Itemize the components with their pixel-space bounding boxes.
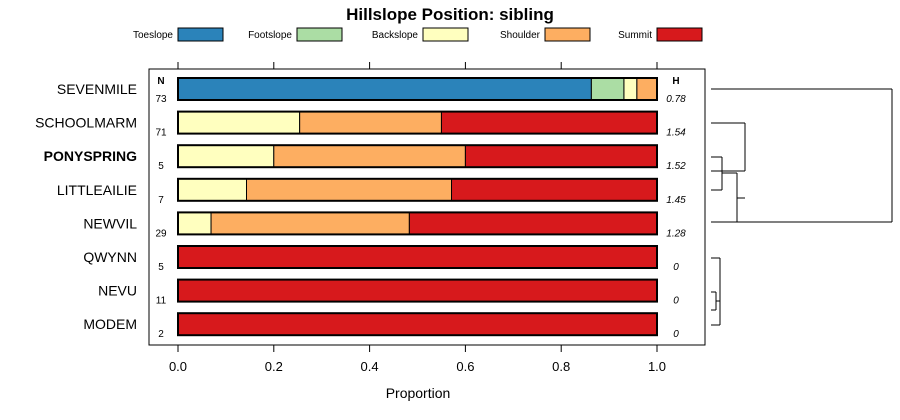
legend-swatch-backslope xyxy=(422,27,469,42)
category-label: PONYSPRING xyxy=(44,148,137,164)
x-tick-label: 0.8 xyxy=(552,359,570,374)
h-value: 1.52 xyxy=(666,161,686,172)
n-header: N xyxy=(157,76,164,87)
n-value: 2 xyxy=(158,329,164,340)
bar-outline xyxy=(177,110,658,135)
n-value: 71 xyxy=(155,128,167,139)
category-label: QWYNN xyxy=(83,249,137,265)
bar-segment-backslope xyxy=(177,178,247,202)
legend-label-footslope: Footslope xyxy=(248,30,292,41)
x-tick-label: 0.6 xyxy=(456,359,474,374)
n-value: 11 xyxy=(156,296,167,307)
bar-segment-backslope xyxy=(177,111,301,135)
plot-frame xyxy=(148,68,706,346)
h-value: 0.78 xyxy=(666,94,686,105)
h-header: H xyxy=(672,76,679,87)
x-tick-label: 0.0 xyxy=(169,359,187,374)
n-value: 7 xyxy=(158,195,164,206)
bar-outline xyxy=(177,177,658,202)
bar-segment-summit xyxy=(177,312,658,336)
bar-segment-shoulder xyxy=(299,111,442,135)
n-value: 5 xyxy=(158,161,164,172)
bar-segment-toeslope xyxy=(177,77,592,101)
bar-segment-shoulder xyxy=(636,77,658,101)
bar-outline xyxy=(177,77,658,101)
legend-swatch-footslope xyxy=(296,27,343,42)
h-value: 1.54 xyxy=(666,128,686,139)
h-value: 0 xyxy=(673,262,679,273)
bar-segment-summit xyxy=(464,144,658,168)
category-label: NEWVIL xyxy=(83,215,137,231)
n-value: 5 xyxy=(158,262,164,273)
bar-outline xyxy=(177,144,658,169)
x-tick-label: 1.0 xyxy=(648,359,666,374)
category-label: LITTLEAILIE xyxy=(57,182,137,198)
bar-segment-summit xyxy=(408,211,658,235)
bar-outline xyxy=(177,312,658,337)
chart-title: Hillslope Position: sibling xyxy=(346,5,554,24)
n-value: 29 xyxy=(155,228,167,239)
bar-segment-summit xyxy=(440,111,658,135)
legend-label-summit: Summit xyxy=(618,30,652,41)
legend: Toeslope Footslope Backslope Shoulder Summit xyxy=(133,27,703,42)
n-value: 73 xyxy=(155,94,167,105)
bars xyxy=(177,77,658,337)
h-value: 1.45 xyxy=(666,195,686,206)
legend-swatch-shoulder xyxy=(544,27,591,42)
bar-segment-summit xyxy=(177,279,658,303)
legend-label-toeslope: Toeslope xyxy=(133,30,173,41)
bar-segment-footslope xyxy=(590,77,625,101)
bar-segment-backslope xyxy=(177,211,212,235)
h-value: 0 xyxy=(673,296,679,307)
legend-swatch-summit xyxy=(656,27,703,42)
x-axis-title: Proportion xyxy=(386,385,451,401)
category-label: NEVU xyxy=(98,283,137,299)
category-labels: SEVENMILE 73 0.78 SCHOOLMARM 71 1.54 PONYSPRIN… xyxy=(35,81,686,340)
bar-segment-shoulder xyxy=(273,144,466,168)
category-label: MODEM xyxy=(83,316,137,332)
bar-segment-summit xyxy=(451,178,658,202)
x-tick-label: 0.4 xyxy=(361,359,379,374)
legend-swatch-toeslope xyxy=(177,27,224,42)
bar-segment-summit xyxy=(177,245,658,269)
category-label: SEVENMILE xyxy=(57,81,137,97)
h-value: 0 xyxy=(673,329,679,340)
x-axis: 0.0 0.2 0.4 0.6 0.8 1.0 xyxy=(169,62,666,374)
legend-label-shoulder: Shoulder xyxy=(500,30,541,41)
legend-label-backslope: Backslope xyxy=(372,30,419,41)
x-tick-label: 0.2 xyxy=(265,359,283,374)
bar-outline xyxy=(177,278,658,303)
category-label: SCHOOLMARM xyxy=(35,115,137,131)
bar-segment-backslope xyxy=(623,77,638,101)
bar-segment-shoulder xyxy=(210,211,410,235)
bar-outline xyxy=(177,245,658,269)
bar-segment-shoulder xyxy=(245,178,453,202)
dendrogram xyxy=(711,88,893,326)
bar-segment-backslope xyxy=(177,144,275,168)
bar-outline xyxy=(177,211,658,236)
h-value: 1.28 xyxy=(666,228,686,239)
